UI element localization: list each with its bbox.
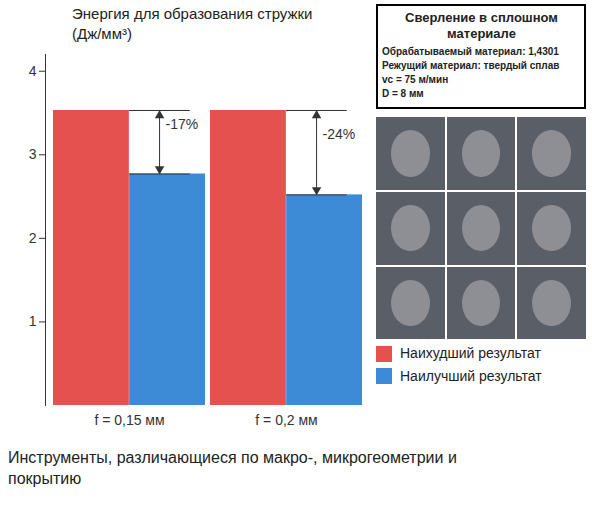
svg-text:2: 2 — [29, 230, 37, 246]
svg-text:3: 3 — [29, 146, 37, 162]
html-text:Сверление в сплошном материале: Сверление в сплошном материале — [405, 10, 558, 41]
svg-text:-17%: -17% — [166, 116, 199, 132]
html-text:vc = 75 м/мин: vc = 75 м/мин — [382, 74, 449, 86]
html-text:Наилучший результат: Наилучший результат — [400, 368, 542, 384]
html-text:Наихудший результат: Наихудший результат — [400, 345, 541, 362]
html-text:Режущий материал: твердый спла: Режущий материал: твердый сплав — [382, 60, 560, 72]
svg-text:1: 1 — [29, 313, 37, 329]
svg-text:f = 0,15 мм: f = 0,15 мм — [94, 412, 164, 428]
svg-text:4: 4 — [29, 63, 37, 79]
html-text:D = 8 мм: D = 8 мм — [382, 88, 424, 100]
html-text:Энергия для образования стружк: Энергия для образования стружки (Дж/мм³) — [72, 5, 313, 42]
svg-text:f = 0,2 мм: f = 0,2 мм — [255, 412, 317, 428]
html-text:Инструменты, различающиеся по: Инструменты, различающиеся по макро-, ми… — [8, 449, 457, 487]
svg-text:-24%: -24% — [323, 126, 356, 142]
html-text:Обрабатываемый материал: 1,430: Обрабатываемый материал: 1,4301 — [382, 46, 559, 58]
